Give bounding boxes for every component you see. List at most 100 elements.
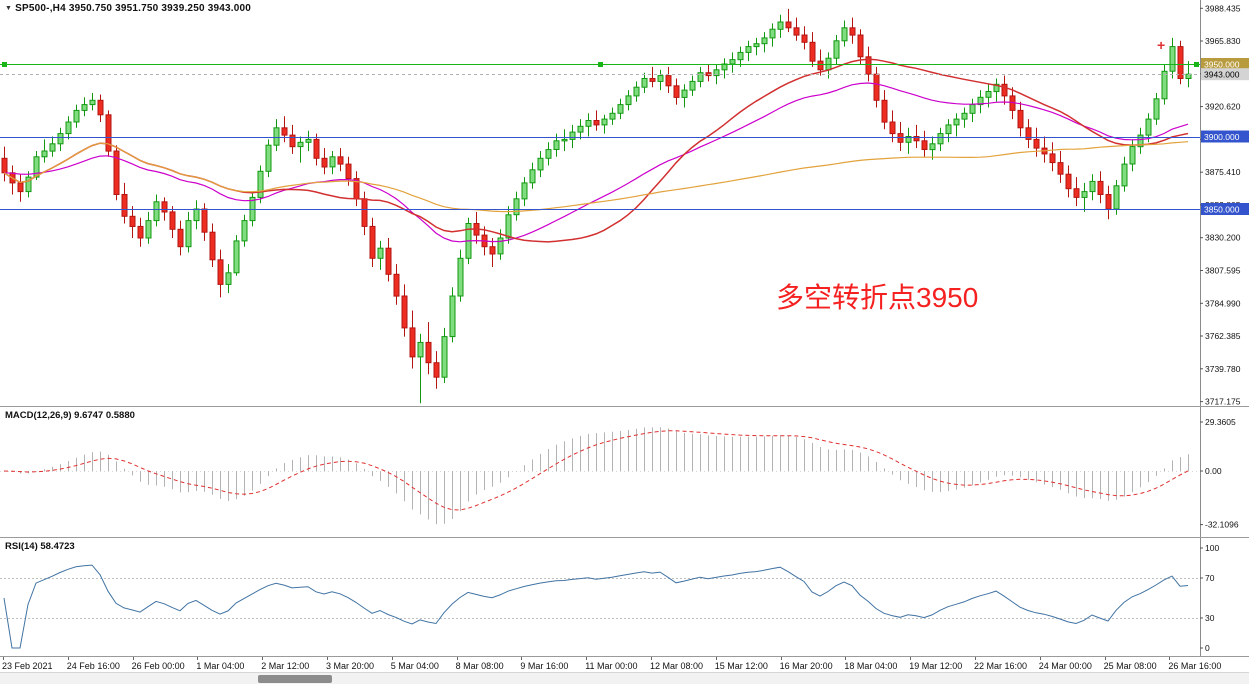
candle [673,85,680,98]
candle [617,104,624,114]
candle [361,198,368,227]
candle [649,78,656,82]
ma-orange-line [3,141,1189,213]
horizontal-scrollbar[interactable] [0,672,1249,684]
candle [1161,70,1168,100]
time-label: 2 Mar 12:00 [261,661,310,671]
svg-text:3762.385: 3762.385 [1205,331,1241,341]
candle [89,99,96,106]
candles-layer[interactable] [1,8,1192,404]
hline-handle [1194,62,1199,67]
candle [977,96,984,106]
candle [185,220,192,248]
svg-text:3807.595: 3807.595 [1205,266,1241,276]
candle [137,225,144,239]
chinese-annotation-text[interactable]: 多空转折点3950 [776,282,979,313]
svg-text:3739.780: 3739.780 [1205,364,1241,374]
candle [1057,162,1064,175]
time-label: 11 Mar 00:00 [585,661,638,671]
candle [457,257,464,297]
time-tick [3,657,4,660]
svg-text:29.3605: 29.3605 [1205,417,1236,427]
price-label-3850: 3850.000 [1201,203,1249,215]
candle [273,127,280,146]
svg-text:70: 70 [1205,573,1215,583]
candle [569,131,576,140]
time-axis[interactable]: 23 Feb 2021 24 Feb 16:00 26 Feb 00:00 1 Mar… [0,656,1249,672]
svg-text:3988.435: 3988.435 [1205,3,1241,13]
candle [633,86,640,97]
candle [113,150,120,195]
candle [881,99,888,123]
svg-text:3784.990: 3784.990 [1205,298,1241,308]
time-tick [715,657,717,660]
candle [937,133,944,145]
symbol-dropdown-icon[interactable]: ▼ [5,5,13,12]
candle [1153,98,1160,120]
candle [505,214,512,239]
candle [1089,180,1096,193]
candle [817,60,824,71]
macd-chart[interactable]: 29.3605 0.00 -32.1096 [0,407,1249,537]
time-tick [197,657,199,660]
svg-text:3875.410: 3875.410 [1205,167,1241,177]
hline-handle [598,62,603,67]
ma-red-line [3,58,1189,243]
candle [593,120,600,126]
svg-text:3920.620: 3920.620 [1205,102,1241,112]
candle [929,143,936,151]
candle [305,138,312,143]
candle [65,121,72,135]
candlestick-chart[interactable]: 3988.4353965.8303943.2253920.6203898.015… [0,0,1249,406]
candle [761,37,768,45]
candle [729,59,736,65]
time-label: 18 Mar 04:00 [844,661,898,671]
rsi-panel: 100 70 30 0 RSI(14) 58.4723 [0,537,1249,656]
candle [201,208,208,233]
time-label: 15 Mar 12:00 [714,661,768,671]
candle [385,247,392,275]
candle [601,118,608,126]
time-tick [975,657,976,660]
hline-3950[interactable] [0,62,1200,67]
candle [953,118,960,126]
candle [161,201,168,213]
candle [1129,146,1136,165]
candle [793,27,800,36]
candle [321,157,328,168]
candle [553,140,560,151]
candle [81,104,88,111]
candle [785,21,792,29]
candle [697,72,704,82]
candle [1017,109,1024,129]
candle [921,140,928,151]
candle [625,95,632,106]
ma-magenta-line [3,82,1189,243]
macd-label: MACD(12,26,9) 9.6747 0.5880 [5,410,135,421]
time-tick [845,657,847,660]
time-tick [1039,657,1041,660]
rsi-line [3,564,1189,649]
time-tick [132,657,134,660]
candle [129,215,136,228]
time-tick [67,657,69,660]
candle [1105,194,1112,210]
candle [401,295,408,329]
cross-marker[interactable]: + [1157,37,1165,53]
rsi-chart[interactable]: 100 70 30 0 [0,538,1249,656]
candle [1049,153,1056,164]
candle [329,156,336,168]
candle [513,198,520,216]
candle [657,75,664,82]
candle [849,27,856,36]
candle [177,228,184,248]
candle [777,21,784,30]
candle [57,133,64,145]
candle [561,138,568,142]
scrollbar-thumb[interactable] [258,675,332,683]
candle [665,75,672,87]
candle [257,170,264,198]
candle [713,69,720,77]
time-tick [1169,657,1171,660]
candle [49,143,56,152]
